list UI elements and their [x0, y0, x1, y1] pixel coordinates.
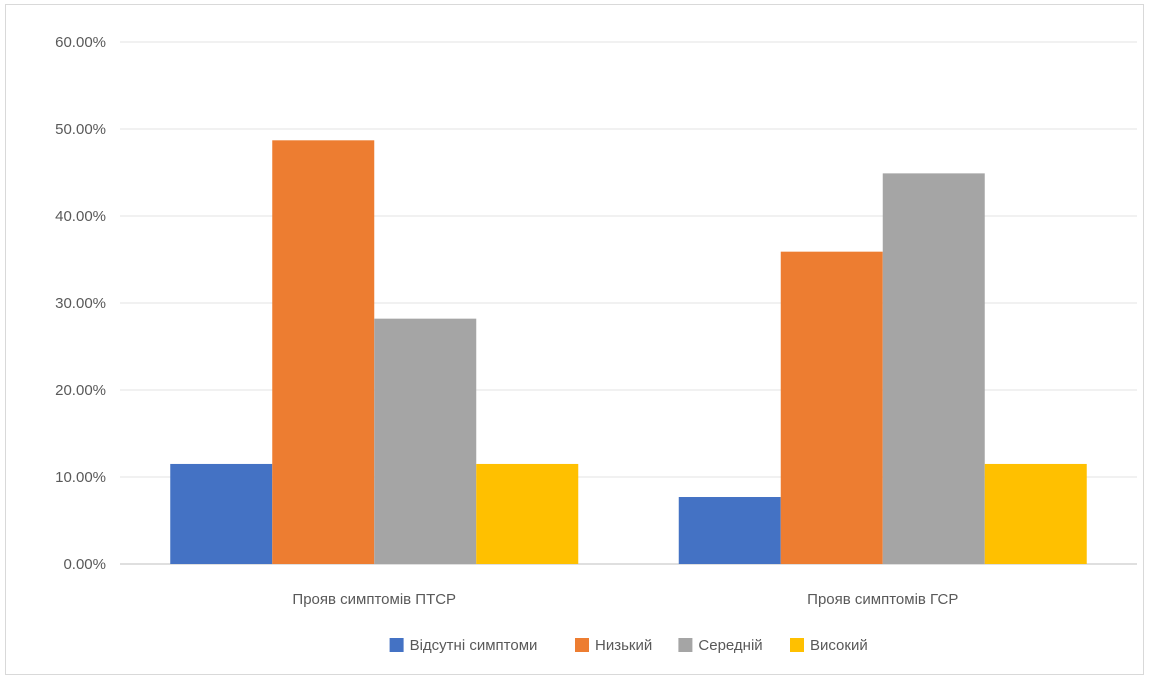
bars — [170, 140, 1087, 565]
legend-label: Високий — [810, 637, 868, 654]
y-tick-label: 20.00% — [55, 382, 106, 399]
bar — [272, 140, 375, 564]
legend-swatch — [389, 638, 404, 652]
legend-swatch — [678, 638, 693, 652]
y-tick-label: 0.00% — [63, 556, 106, 573]
legend-item: Низький — [575, 637, 652, 654]
bar — [170, 463, 273, 564]
legend-item: Середній — [678, 637, 763, 654]
legend-swatch — [790, 638, 804, 652]
legend-label: Середній — [698, 637, 762, 654]
y-tick-label: 50.00% — [55, 121, 106, 138]
x-category-label: Прояв симптомів ПТСР — [292, 591, 456, 608]
bar — [984, 463, 1087, 564]
y-axis-ticks: 0.00% 10.00% 20.00% 30.00% 40.00% 50.00% 60.00… — [55, 34, 106, 573]
y-tick-label: 10.00% — [55, 469, 106, 486]
legend-label: Низький — [595, 637, 652, 654]
legend-swatch — [575, 638, 589, 652]
bar — [780, 251, 883, 565]
legend-item: Високий — [790, 637, 868, 654]
y-tick-label: 60.00% — [55, 34, 106, 51]
bar — [476, 463, 579, 564]
y-tick-label: 30.00% — [55, 295, 106, 312]
bar — [882, 173, 985, 564]
x-axis-categories: Прояв симптомів ПТСР Прояв симптомів ГСР — [292, 591, 958, 608]
x-category-label: Прояв симптомів ГСР — [807, 591, 958, 608]
legend: Відсутні симптоми Низький Середній Високий — [389, 637, 868, 654]
bar — [678, 497, 781, 564]
legend-item: Відсутні симптоми — [389, 637, 538, 654]
y-tick-label: 40.00% — [55, 208, 106, 225]
bar — [374, 318, 477, 564]
legend-label: Відсутні симптоми — [410, 637, 538, 654]
